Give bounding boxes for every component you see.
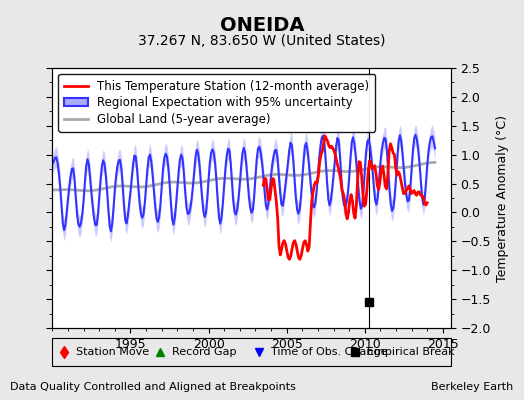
Text: Berkeley Earth: Berkeley Earth	[431, 382, 514, 392]
Legend: This Temperature Station (12-month average), Regional Expectation with 95% uncer: This Temperature Station (12-month avera…	[58, 74, 375, 132]
Text: Time of Obs. Change: Time of Obs. Change	[271, 347, 388, 357]
Text: Empirical Break: Empirical Break	[367, 347, 455, 357]
Text: Data Quality Controlled and Aligned at Breakpoints: Data Quality Controlled and Aligned at B…	[10, 382, 297, 392]
Text: ONEIDA: ONEIDA	[220, 16, 304, 35]
Y-axis label: Temperature Anomaly (°C): Temperature Anomaly (°C)	[496, 114, 509, 282]
Text: Record Gap: Record Gap	[172, 347, 236, 357]
Text: Station Move: Station Move	[77, 347, 149, 357]
Text: 37.267 N, 83.650 W (United States): 37.267 N, 83.650 W (United States)	[138, 34, 386, 48]
